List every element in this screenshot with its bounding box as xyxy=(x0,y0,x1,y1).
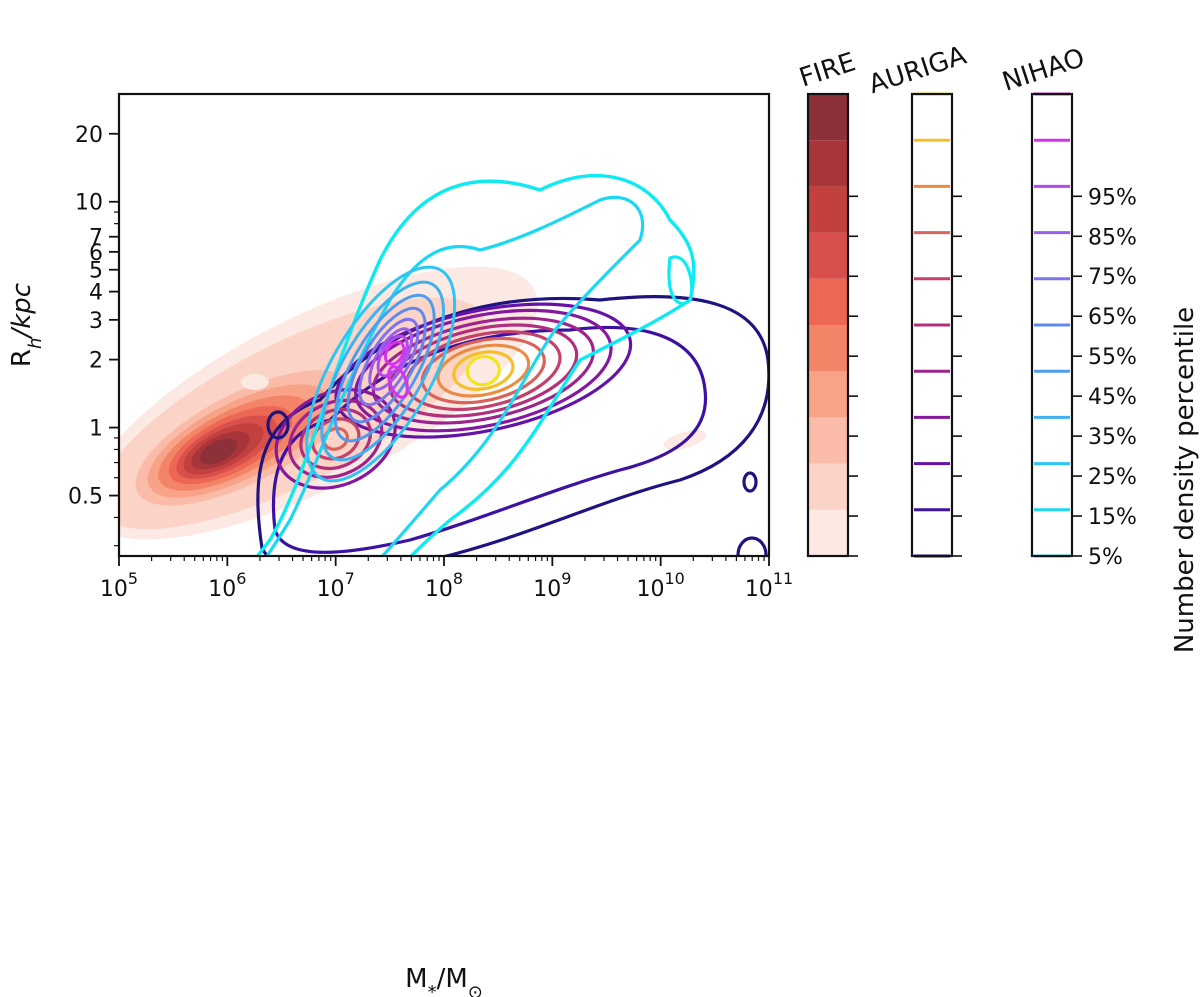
nihao-level-75 xyxy=(368,327,414,391)
colorbar-segment xyxy=(808,278,848,325)
colorbar-title: FIRE xyxy=(796,47,860,93)
nihao-contours xyxy=(255,173,696,708)
y-tick-label: 10 xyxy=(75,191,103,216)
colorbar-frame xyxy=(1030,92,1074,558)
auriga-level-85 xyxy=(452,350,515,391)
auriga-island xyxy=(266,410,290,440)
colorbar-segment xyxy=(808,140,848,187)
auriga-level-75 xyxy=(436,343,531,398)
y-tick-label: 20 xyxy=(75,123,103,148)
colorbar-title: AURIGA xyxy=(865,41,970,101)
x-tick-label: 107 xyxy=(317,569,355,602)
x-tick-label: 109 xyxy=(533,569,571,602)
percentile-label: 15% xyxy=(1088,505,1137,530)
y-tick-label: 2 xyxy=(89,349,103,374)
fire-blob xyxy=(241,374,269,390)
colorbar-frame xyxy=(910,92,954,558)
y-tick-label: 6 xyxy=(89,241,103,266)
colorbar-segment xyxy=(808,232,848,279)
colorbar-title: NIHAO xyxy=(999,43,1089,98)
x-tick-label: 105 xyxy=(100,569,138,602)
x-axis: 105 106 107 108 109 1010 1011 xyxy=(100,556,793,602)
contour-layer xyxy=(119,173,769,708)
nihao-level-45 xyxy=(333,293,436,443)
y-tick-label: 1 xyxy=(89,417,103,442)
percentile-label: 55% xyxy=(1088,345,1137,370)
auriga-island xyxy=(742,471,758,493)
colorbars: FIRE AURIGA NIHAO 5% 15% 25% 35% 45% 55% 65% 75% 85… xyxy=(796,41,1137,570)
colorbar-segment xyxy=(808,371,848,418)
colorbar-fire: FIRE xyxy=(796,47,860,558)
x-tick-label: 1011 xyxy=(745,569,793,602)
nihao-level-35 xyxy=(292,682,324,708)
y-tick-label: 0.5 xyxy=(68,485,103,510)
y-axis-title: Rh/kpc xyxy=(7,283,46,367)
auriga-island xyxy=(608,672,632,702)
auriga-level-35 xyxy=(287,398,384,479)
percentile-label: 5% xyxy=(1088,545,1123,570)
auriga-level-95 xyxy=(465,354,501,387)
percentile-label: 25% xyxy=(1088,465,1137,490)
percentile-label: 65% xyxy=(1088,305,1137,330)
colorbar-label: Number density percentile xyxy=(1170,307,1200,653)
colorbar-segment xyxy=(808,325,848,372)
fire-level-95 xyxy=(200,438,237,465)
nihao-level-65 xyxy=(358,317,420,407)
percentile-label: 95% xyxy=(1088,185,1137,210)
colorbar-segment xyxy=(808,463,848,510)
colorbar-segment xyxy=(808,509,848,556)
nihao-level-95 xyxy=(387,365,409,399)
percentile-label: 45% xyxy=(1088,385,1137,410)
colorbar-segment xyxy=(808,94,848,141)
colorbar-segment xyxy=(808,186,848,233)
y-tick-label: 5 xyxy=(89,259,103,284)
colorbar-frame xyxy=(806,92,850,558)
percentile-label: 75% xyxy=(1088,265,1137,290)
colorbar-nihao: NIHAO 5% 15% 25% 35% 45% 55% 65% 75% 85% 95% xyxy=(999,43,1137,570)
auriga-level-55 xyxy=(310,417,361,461)
y-tick-label: 7 xyxy=(89,226,103,251)
y-tick-label: 3 xyxy=(89,309,103,334)
colorbar-segment xyxy=(808,417,848,464)
colorbar-auriga: AURIGA xyxy=(865,41,970,558)
nihao-level-25 xyxy=(305,265,457,483)
percentile-label: 85% xyxy=(1088,225,1137,250)
x-tick-label: 108 xyxy=(425,569,463,602)
nihao-level-95 xyxy=(384,340,406,366)
nihao-island xyxy=(667,255,694,306)
x-tick-label: 1010 xyxy=(636,569,684,602)
y-tick-label: 4 xyxy=(89,281,103,306)
nihao-level-55 xyxy=(346,306,427,424)
x-tick-label: 106 xyxy=(208,569,246,602)
percentile-label: 35% xyxy=(1088,425,1137,450)
x-axis-title: M*/M⊙ xyxy=(405,964,483,997)
nihao-level-85 xyxy=(376,334,409,378)
nihao-level-35 xyxy=(320,280,445,462)
